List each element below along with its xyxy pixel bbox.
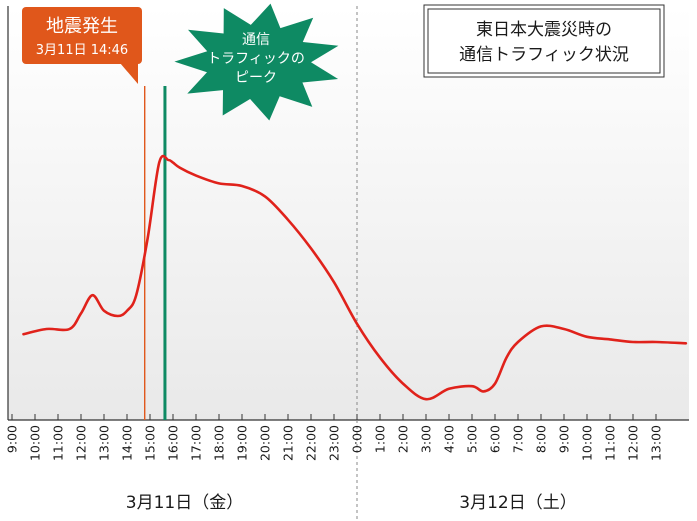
x-tick-label-3: 12:00 bbox=[74, 425, 89, 461]
x-tick-label-20: 5:00 bbox=[465, 425, 480, 453]
x-tick-label-16: 1:00 bbox=[373, 425, 388, 453]
x-tick-label-24: 9:00 bbox=[557, 425, 572, 453]
x-tick-label-28: 13:00 bbox=[649, 425, 664, 461]
x-tick-label-15: 0:00 bbox=[350, 425, 365, 453]
x-tick-label-18: 3:00 bbox=[419, 425, 434, 453]
x-tick-label-23: 8:00 bbox=[534, 425, 549, 453]
x-tick-label-14: 23:00 bbox=[327, 425, 342, 461]
chart-title-line-2: 通信トラフィック状況 bbox=[459, 45, 629, 65]
x-tick-label-11: 20:00 bbox=[258, 425, 273, 461]
x-tick-label-26: 11:00 bbox=[603, 425, 618, 461]
x-tick-label-27: 12:00 bbox=[626, 425, 641, 461]
earthquake-callout-title: 地震発生 bbox=[46, 16, 118, 37]
chart-title-line-1: 東日本大震災時の bbox=[476, 20, 612, 40]
x-tick-label-21: 6:00 bbox=[488, 425, 503, 453]
chart-title-box: 東日本大震災時の 通信トラフィック状況 bbox=[423, 4, 665, 78]
x-tick-label-7: 16:00 bbox=[166, 425, 181, 461]
peak-text-line-3: ピーク bbox=[235, 70, 277, 86]
x-axis-ticks: 9:00 10:00 11:00 12:00 13:00 14:00 15:00 16:00 1… bbox=[5, 414, 664, 461]
x-tick-label-5: 14:00 bbox=[120, 425, 135, 461]
x-tick-label-1: 10:00 bbox=[28, 425, 43, 461]
peak-text-line-1: 通信 bbox=[242, 32, 270, 48]
x-tick-label-2: 11:00 bbox=[51, 425, 66, 461]
peak-text-line-2: トラフィックの bbox=[207, 51, 305, 67]
x-tick-label-8: 17:00 bbox=[189, 425, 204, 461]
peak-starburst bbox=[174, 3, 339, 121]
x-tick-label-6: 15:00 bbox=[143, 425, 158, 461]
earthquake-callout-pointer bbox=[120, 63, 138, 84]
x-tick-label-0: 9:00 bbox=[5, 425, 20, 453]
x-tick-label-19: 4:00 bbox=[442, 425, 457, 453]
date-label-mar-12: 3月12日（土） bbox=[459, 493, 576, 513]
x-tick-label-25: 10:00 bbox=[580, 425, 595, 461]
series-line-traffic bbox=[22, 154, 688, 401]
peak-callout: 通信 トラフィックの ピーク bbox=[174, 3, 339, 121]
x-tick-label-4: 13:00 bbox=[97, 425, 112, 461]
earthquake-callout-box bbox=[22, 7, 142, 64]
x-tick-label-12: 21:00 bbox=[281, 425, 296, 461]
title-box-inner bbox=[427, 8, 661, 74]
x-tick-label-10: 19:00 bbox=[235, 425, 250, 461]
earthquake-callout: 地震発生 3月11日 14:46 bbox=[22, 7, 142, 84]
x-tick-label-17: 2:00 bbox=[396, 425, 411, 453]
earthquake-callout-time: 3月11日 14:46 bbox=[36, 43, 128, 58]
x-tick-label-22: 7:00 bbox=[511, 425, 526, 453]
x-tick-label-13: 22:00 bbox=[304, 425, 319, 461]
date-label-mar-11: 3月11日（金） bbox=[126, 493, 243, 513]
x-tick-label-9: 18:00 bbox=[212, 425, 227, 461]
